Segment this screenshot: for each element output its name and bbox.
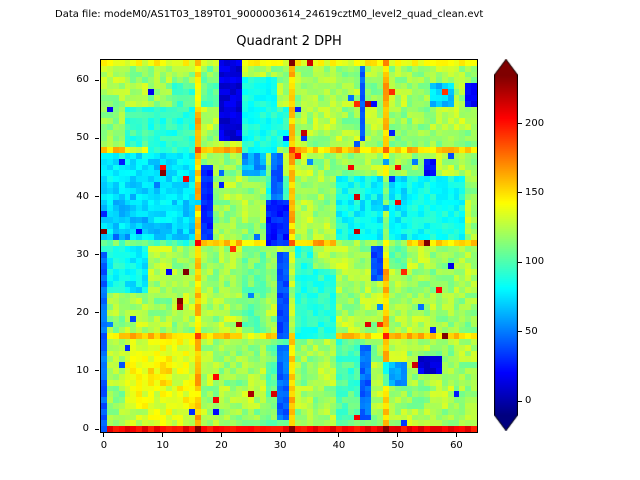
heatmap-canvas <box>100 59 478 433</box>
colorbar-canvas <box>494 59 518 431</box>
y-tick-mark <box>95 196 99 198</box>
colorbar-tick-label: 200 <box>525 117 545 129</box>
colorbar-tick-mark <box>518 331 522 333</box>
y-axis-tick-label: 60 <box>76 74 89 86</box>
colorbar-tick-mark <box>518 123 522 125</box>
colorbar-tick-mark <box>518 261 522 263</box>
x-tick-mark <box>279 433 281 437</box>
x-axis-tick-label: 60 <box>450 440 463 451</box>
x-tick-mark <box>162 433 164 437</box>
y-axis-tick-label: 30 <box>76 248 89 260</box>
y-axis-tick-label: 10 <box>76 364 89 376</box>
x-axis-tick-label: 10 <box>156 440 170 451</box>
colorbar-tick-mark <box>518 400 522 402</box>
x-axis-tick-label: 40 <box>332 440 346 451</box>
y-axis-tick-label: 50 <box>76 132 89 144</box>
y-axis-tick-label: 0 <box>82 423 89 435</box>
chart-title: Quadrant 2 DPH <box>236 34 342 49</box>
colorbar-tick-label: 150 <box>525 186 545 198</box>
colorbar-tick-label: 100 <box>525 256 545 268</box>
colorbar-tick-mark <box>518 192 522 194</box>
x-axis-tick-label: 30 <box>273 440 287 451</box>
x-tick-mark <box>338 433 340 437</box>
y-tick-mark <box>95 370 99 372</box>
y-axis-tick-label: 40 <box>76 190 89 202</box>
y-tick-mark <box>95 254 99 256</box>
x-tick-mark <box>455 433 457 437</box>
y-tick-mark <box>95 312 99 314</box>
x-tick-mark <box>220 433 222 437</box>
data-file-annotation: Data file: modeM0/AS1T03_189T01_90000036… <box>55 9 484 20</box>
y-tick-mark <box>95 137 99 139</box>
x-tick-mark <box>397 433 399 437</box>
x-tick-mark <box>103 433 105 437</box>
y-tick-mark <box>95 428 99 430</box>
y-tick-mark <box>95 79 99 81</box>
colorbar-tick-label: 50 <box>525 325 538 337</box>
x-axis-tick-label: 20 <box>215 440 228 451</box>
x-axis-tick-label: 0 <box>100 440 108 451</box>
y-axis-tick-label: 20 <box>76 306 89 318</box>
x-axis-tick-label: 50 <box>391 440 405 451</box>
colorbar-tick-label: 0 <box>525 395 532 407</box>
